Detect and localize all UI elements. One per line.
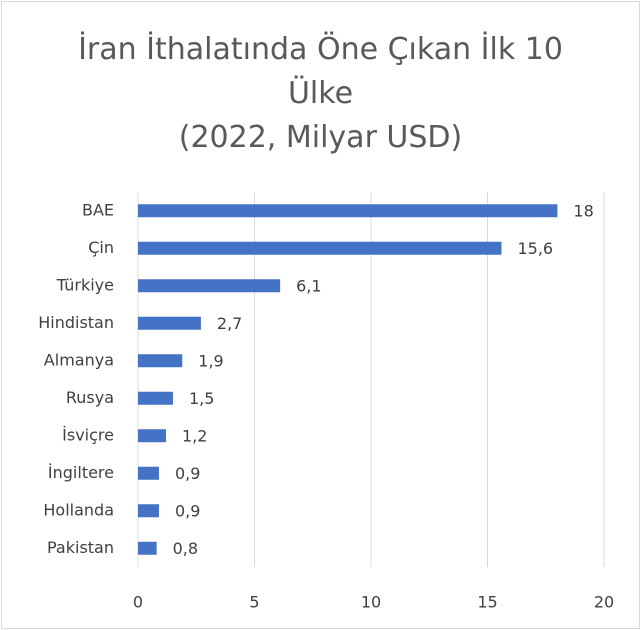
bar	[138, 241, 502, 255]
data-label: 18	[573, 201, 593, 220]
data-label: 2,7	[217, 314, 242, 333]
x-tick-label: 10	[361, 593, 381, 612]
data-label: 0,9	[175, 501, 200, 520]
bar	[138, 391, 173, 405]
data-label: 0,9	[175, 464, 200, 483]
y-tick-label: İngiltere	[48, 463, 114, 482]
y-tick-label: BAE	[82, 200, 114, 219]
bar	[138, 504, 159, 518]
bar	[138, 204, 558, 218]
chart-title: İran İthalatında Öne Çıkan İlk 10 Ülke	[78, 32, 563, 111]
y-tick-label: Türkiye	[56, 275, 114, 294]
x-tick-label: 5	[249, 593, 259, 612]
bar	[138, 466, 159, 480]
data-label: 6,1	[296, 276, 321, 295]
data-label: 1,5	[189, 389, 214, 408]
bar	[138, 316, 201, 330]
bar	[138, 354, 183, 368]
y-tick-label: Pakistan	[47, 538, 114, 557]
y-tick-label: Almanya	[44, 350, 114, 369]
y-tick-label: Hollanda	[43, 500, 114, 519]
y-tick-label: Hindistan	[38, 313, 114, 332]
x-tick-label: 0	[133, 593, 143, 612]
bar	[138, 279, 281, 293]
y-tick-label: İsviçre	[62, 425, 114, 444]
data-label: 1,9	[198, 351, 223, 370]
data-label: 0,8	[173, 539, 198, 558]
data-label: 1,2	[182, 426, 207, 445]
y-tick-label: Rusya	[66, 388, 114, 407]
data-label: 15,6	[517, 239, 553, 258]
y-tick-label: Çin	[88, 238, 114, 257]
x-tick-label: 15	[477, 593, 497, 612]
bar	[138, 429, 166, 443]
x-tick-label: 20	[594, 593, 614, 612]
bar	[138, 541, 157, 555]
chart-subtitle: (2022, Milyar USD)	[178, 120, 463, 155]
chart-title-block: İran İthalatında Öne Çıkan İlk 10 Ülke (…	[60, 28, 581, 160]
